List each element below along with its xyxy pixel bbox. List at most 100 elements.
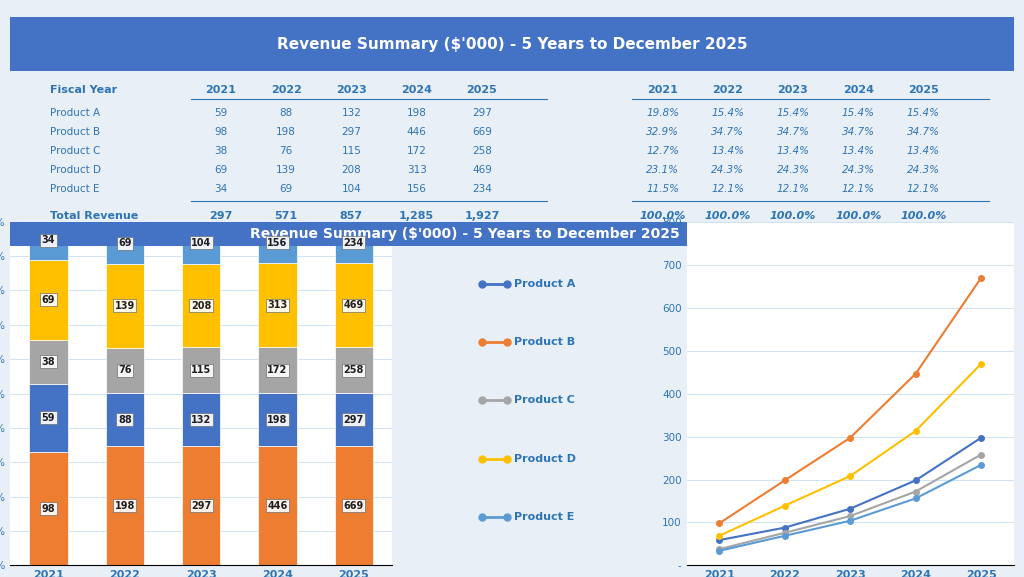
Text: 2022: 2022	[713, 85, 743, 95]
Text: 15.4%: 15.4%	[712, 108, 744, 118]
Bar	[30, 384, 68, 452]
Text: 571: 571	[274, 211, 298, 221]
Bar	[182, 222, 220, 264]
Text: 469: 469	[472, 165, 492, 175]
Text: 2023: 2023	[777, 85, 808, 95]
Text: 469: 469	[344, 300, 364, 310]
Text: 34: 34	[214, 184, 227, 194]
Text: 24.3%: 24.3%	[712, 165, 744, 175]
Text: 12.1%: 12.1%	[712, 184, 744, 194]
Text: 2025: 2025	[908, 85, 939, 95]
Text: 2025: 2025	[467, 85, 498, 95]
Text: 669: 669	[344, 501, 364, 511]
Text: 2022: 2022	[270, 85, 302, 95]
Text: 104: 104	[191, 238, 211, 248]
Bar	[30, 340, 68, 384]
Bar	[30, 220, 68, 260]
Text: 198: 198	[276, 127, 296, 137]
Text: Fiscal Year: Fiscal Year	[50, 85, 118, 95]
Text: 198: 198	[115, 501, 135, 511]
Text: 313: 313	[267, 300, 288, 310]
Text: 132: 132	[191, 415, 211, 425]
FancyBboxPatch shape	[10, 17, 1014, 71]
Text: 98: 98	[214, 127, 227, 137]
Text: 76: 76	[118, 365, 131, 376]
Bar	[335, 264, 373, 347]
Text: 100.0%: 100.0%	[770, 211, 816, 221]
Text: 88: 88	[280, 108, 293, 118]
Text: 208: 208	[342, 165, 361, 175]
Text: 24.3%: 24.3%	[842, 165, 874, 175]
Text: 12.7%: 12.7%	[646, 146, 679, 156]
Bar	[335, 222, 373, 264]
Text: 139: 139	[115, 301, 135, 310]
Bar	[335, 393, 373, 446]
Text: 34: 34	[42, 235, 55, 245]
Text: Revenue Summary ($'000) - 5 Years to December 2025: Revenue Summary ($'000) - 5 Years to Dec…	[250, 227, 680, 241]
Text: 76: 76	[280, 146, 293, 156]
Text: 15.4%: 15.4%	[907, 108, 940, 118]
Text: 297: 297	[344, 415, 364, 425]
Text: 69: 69	[118, 238, 131, 248]
Text: 258: 258	[472, 146, 492, 156]
Text: Product C: Product C	[50, 146, 100, 156]
Text: 1,927: 1,927	[464, 211, 500, 221]
Text: 59: 59	[42, 413, 55, 423]
Text: 69: 69	[280, 184, 293, 194]
Text: Product C: Product C	[514, 395, 574, 406]
Bar	[258, 446, 297, 565]
Text: 139: 139	[276, 165, 296, 175]
Text: 38: 38	[42, 357, 55, 367]
Bar	[335, 446, 373, 565]
Text: Product A: Product A	[514, 279, 575, 288]
Bar	[182, 394, 220, 447]
Text: 12.1%: 12.1%	[907, 184, 940, 194]
Text: Product D: Product D	[50, 165, 101, 175]
Text: 115: 115	[191, 365, 211, 375]
Text: 38: 38	[214, 146, 227, 156]
Text: 198: 198	[267, 415, 288, 425]
Text: 857: 857	[340, 211, 362, 221]
Text: 156: 156	[267, 238, 288, 248]
Bar	[258, 393, 297, 446]
Text: 2021: 2021	[206, 85, 237, 95]
Text: 59: 59	[214, 108, 227, 118]
Text: 11.5%: 11.5%	[646, 184, 679, 194]
Text: 12.1%: 12.1%	[776, 184, 810, 194]
Bar	[182, 264, 220, 347]
Text: 172: 172	[267, 365, 288, 375]
Text: Revenue Summary ($'000) - 5 Years to December 2025: Revenue Summary ($'000) - 5 Years to Dec…	[276, 36, 748, 51]
Text: 2024: 2024	[843, 85, 873, 95]
Bar	[335, 347, 373, 393]
Text: 234: 234	[344, 238, 364, 248]
Text: Product B: Product B	[514, 337, 574, 347]
Text: 13.4%: 13.4%	[842, 146, 874, 156]
Text: 34.7%: 34.7%	[712, 127, 744, 137]
Text: 13.4%: 13.4%	[907, 146, 940, 156]
Text: 132: 132	[341, 108, 361, 118]
Bar	[258, 264, 297, 347]
Text: 88: 88	[118, 415, 132, 425]
Text: 297: 297	[341, 127, 361, 137]
Bar	[105, 264, 143, 347]
Text: 297: 297	[472, 108, 492, 118]
Text: 98: 98	[42, 504, 55, 514]
Text: 24.3%: 24.3%	[776, 165, 810, 175]
Text: 19.8%: 19.8%	[646, 108, 679, 118]
Text: 34.7%: 34.7%	[776, 127, 810, 137]
Text: 13.4%: 13.4%	[712, 146, 744, 156]
Bar	[258, 347, 297, 393]
Text: 297: 297	[191, 501, 211, 511]
Text: 12.1%: 12.1%	[842, 184, 874, 194]
Text: 13.4%: 13.4%	[776, 146, 810, 156]
Text: 313: 313	[407, 165, 427, 175]
Text: 258: 258	[344, 365, 364, 375]
Text: Total Revenue: Total Revenue	[50, 211, 138, 221]
Text: 208: 208	[190, 301, 211, 310]
Bar	[105, 446, 143, 565]
Text: 104: 104	[342, 184, 361, 194]
Text: 34.7%: 34.7%	[842, 127, 874, 137]
Text: 24.3%: 24.3%	[907, 165, 940, 175]
Text: 669: 669	[472, 127, 492, 137]
Text: Product E: Product E	[514, 512, 574, 522]
